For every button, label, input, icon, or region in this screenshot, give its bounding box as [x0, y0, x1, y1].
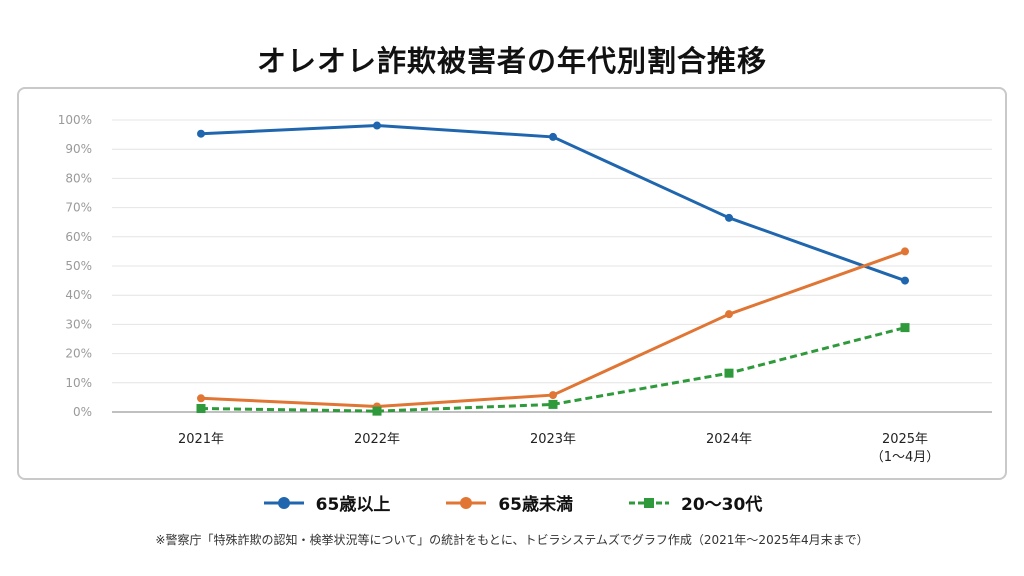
y-tick-label: 60% — [65, 230, 92, 244]
data-point — [725, 310, 733, 319]
chart-title: オレオレ詐欺被害者の年代別割合推移 — [256, 44, 767, 78]
line-chart: 0% 10% 20% 30% 40% 50% 60% 70% 80% 90% 100% 2021年 2… — [58, 113, 992, 465]
y-tick-label: 70% — [65, 201, 92, 215]
x-tick-label: 2025年 — [882, 432, 928, 447]
data-point — [372, 406, 382, 416]
legend-label: 20～30代 — [681, 495, 763, 515]
legend-swatch — [629, 497, 669, 508]
y-tick-label: 10% — [65, 376, 92, 390]
data-point — [373, 121, 381, 130]
y-tick-label: 0% — [73, 405, 92, 419]
x-tick-label: 2023年 — [530, 432, 576, 447]
data-point — [900, 323, 910, 333]
y-tick-label: 90% — [65, 142, 92, 156]
data-point — [901, 247, 909, 256]
legend: 65歳以上 65歳未満 20～30代 — [0, 490, 1024, 515]
data-point — [549, 132, 557, 141]
y-tick-label: 80% — [65, 171, 92, 185]
legend-label: 65歳以上 — [315, 495, 391, 515]
y-tick-label: 30% — [65, 317, 92, 331]
y-tick-label: 100% — [58, 113, 92, 127]
data-point — [196, 403, 206, 413]
legend-swatch — [263, 496, 304, 509]
legend-swatch — [446, 496, 487, 509]
source-note: ※警察庁「特殊詐欺の認知・検挙状況等について」の統計をもとに、トビラシステムズで… — [155, 533, 869, 547]
legend-item: 65歳以上 — [262, 490, 391, 515]
data-point — [901, 276, 909, 285]
x-tick-sublabel: （1～4月） — [871, 450, 940, 465]
legend-item: 20～30代 — [627, 490, 762, 515]
legend-label: 65歳未満 — [498, 495, 573, 515]
data-point — [724, 368, 734, 378]
chart-panel — [17, 87, 1007, 480]
x-tick-label: 2024年 — [706, 432, 752, 447]
data-point — [725, 213, 733, 222]
legend-item: 65歳未満 — [444, 490, 573, 515]
y-tick-label: 20% — [65, 347, 92, 361]
data-point — [197, 129, 205, 138]
x-tick-label: 2021年 — [178, 432, 224, 447]
data-point — [197, 394, 205, 403]
y-tick-label: 40% — [65, 288, 92, 302]
data-point — [548, 399, 558, 409]
x-tick-label: 2022年 — [354, 432, 400, 447]
y-tick-label: 50% — [65, 259, 92, 273]
data-point — [549, 391, 557, 400]
